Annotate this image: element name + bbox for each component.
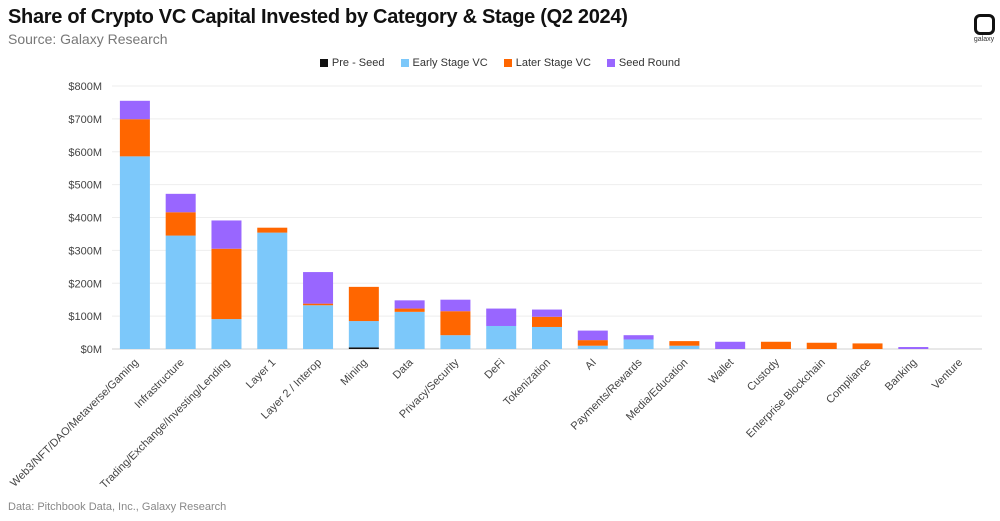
bar-segment-pre-seed <box>348 347 379 349</box>
legend-label: Pre - Seed <box>331 57 385 69</box>
galaxy-logo: galaxy <box>970 14 998 43</box>
x-tick-label: Venture <box>930 357 965 392</box>
x-tick-label: AI <box>583 357 599 373</box>
legend-swatch <box>503 59 512 67</box>
bar-segment-seed-round <box>440 299 471 312</box>
legend-label: Later Stage VC <box>515 57 591 69</box>
bar-segment-later-stage-vc <box>394 308 425 312</box>
logo-icon <box>973 14 995 35</box>
legend-item: Later Stage VC <box>503 57 591 69</box>
x-tick-label: Custody <box>745 356 782 393</box>
bar-segment-early-stage-vc <box>257 232 288 349</box>
bar-segment-later-stage-vc <box>119 119 150 157</box>
x-tick-label: DeFi <box>482 357 507 382</box>
bar-segment-early-stage-vc <box>211 319 242 349</box>
bar-segment-later-stage-vc <box>806 342 837 349</box>
x-tick-label: Banking <box>883 357 920 394</box>
legend-label: Early Stage VC <box>412 57 488 69</box>
legend-swatch <box>319 59 328 67</box>
y-tick-label: $200M <box>68 278 102 290</box>
legend-swatch <box>606 59 615 67</box>
logo-text: galaxy <box>973 36 995 43</box>
y-tick-label: $100M <box>68 311 102 323</box>
bar-segment-later-stage-vc <box>852 343 883 349</box>
bar-segment-later-stage-vc <box>257 227 288 233</box>
y-tick-label: $700M <box>68 114 102 126</box>
bar-segment-early-stage-vc <box>394 311 425 349</box>
bar-segment-seed-round <box>303 272 334 304</box>
x-tick-label: Enterprise Blockchain <box>744 357 828 441</box>
x-tick-label: Data <box>391 356 417 382</box>
bar-segment-seed-round <box>165 193 196 213</box>
x-tick-label: Layer 1 <box>244 357 278 391</box>
bar-segment-early-stage-vc <box>303 305 334 349</box>
chart-title: Share of Crypto VC Capital Invested by C… <box>8 6 628 28</box>
bar-segment-seed-round <box>898 347 929 349</box>
y-tick-label: $0M <box>81 344 102 356</box>
legend-item: Early Stage VC <box>400 57 488 69</box>
bar-segment-later-stage-vc <box>669 341 700 346</box>
bar-segment-seed-round <box>577 330 608 341</box>
bar-segment-early-stage-vc <box>577 345 608 349</box>
bar-segment-seed-round <box>532 309 562 317</box>
chart-subtitle: Source: Galaxy Research <box>8 31 168 47</box>
bar-segment-seed-round <box>211 220 242 249</box>
bar-segment-early-stage-vc <box>440 335 471 349</box>
bar-segment-later-stage-vc <box>440 311 471 336</box>
bar-segment-early-stage-vc <box>532 326 562 349</box>
bar-segment-later-stage-vc <box>348 286 379 322</box>
legend: Pre - Seed Early Stage VC Later Stage VC Se… <box>0 57 1000 69</box>
bar-segment-early-stage-vc <box>348 321 379 348</box>
bar-segment-later-stage-vc <box>303 303 334 306</box>
bar-segment-early-stage-vc <box>486 325 517 349</box>
bar-segment-early-stage-vc <box>669 345 700 349</box>
footer-source: Data: Pitchbook Data, Inc., Galaxy Resea… <box>8 501 227 513</box>
y-tick-label: $400M <box>68 213 102 225</box>
y-tick-label: $800M <box>68 81 102 93</box>
bar-segment-seed-round <box>486 308 517 326</box>
y-tick-label: $300M <box>68 245 102 257</box>
bar-segment-early-stage-vc <box>623 339 654 349</box>
y-tick-label: $500M <box>68 180 102 192</box>
legend-label: Seed Round <box>618 57 681 69</box>
bar-segment-seed-round <box>715 341 746 349</box>
bar-segment-seed-round <box>623 335 654 340</box>
bar-segment-early-stage-vc <box>165 235 196 349</box>
x-tick-label: Mining <box>339 357 370 388</box>
y-tick-label: $600M <box>68 147 102 159</box>
x-tick-label: Tokenization <box>501 357 553 409</box>
bar-segment-later-stage-vc <box>760 341 791 349</box>
bar-segment-seed-round <box>119 100 150 120</box>
bar-segment-later-stage-vc <box>577 340 608 346</box>
x-tick-label: Wallet <box>706 357 736 387</box>
bar-segment-early-stage-vc <box>119 156 150 349</box>
bar-segment-later-stage-vc <box>165 212 196 236</box>
bar-segment-later-stage-vc <box>532 316 562 327</box>
legend-swatch <box>400 59 409 67</box>
legend-item: Seed Round <box>606 57 681 69</box>
bar-segment-later-stage-vc <box>211 248 242 320</box>
bar-segment-seed-round <box>394 300 425 309</box>
legend-item: Pre - Seed <box>319 57 385 69</box>
x-tick-label: Compliance <box>824 357 874 407</box>
